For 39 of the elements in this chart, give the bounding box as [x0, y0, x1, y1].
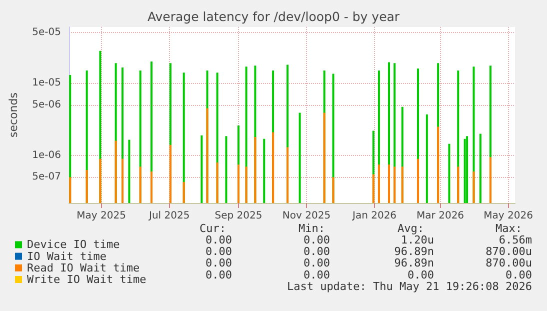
chart-title: Average latency for /dev/loop0 - by year — [147, 9, 400, 24]
text: Max: — [496, 222, 522, 235]
text: Min: — [298, 222, 325, 235]
x-tick-label: Jul 2025 — [148, 210, 190, 222]
text: 6.56m — [498, 234, 532, 246]
y-axis-title: seconds — [7, 92, 20, 138]
y-tick-label: 1e-06 — [32, 150, 61, 161]
legend-label: Device IO time — [27, 238, 120, 252]
text: 0.00 — [206, 234, 232, 246]
text: 0.00 — [206, 256, 232, 270]
legend-label: Write IO Wait time — [27, 273, 146, 286]
text: 0.00 — [206, 245, 232, 258]
x-tick-label: Nov 2025 — [282, 210, 331, 222]
y-tick-label: 5e-05 — [32, 27, 61, 38]
text: 0.00 — [506, 268, 532, 282]
text: 0.00 — [408, 268, 434, 282]
legend-label: IO Wait time — [27, 250, 106, 263]
text: Cur: — [200, 222, 226, 235]
y-tick-label: 5e-07 — [32, 172, 61, 183]
x-tick-label: Sep 2025 — [214, 210, 262, 222]
text: 96.89n — [394, 245, 434, 258]
x-tick-label: May 2026 — [484, 210, 533, 222]
text: Avg: — [398, 222, 424, 235]
text: 1.20u — [400, 234, 434, 246]
y-tick-label: 5e-06 — [32, 99, 61, 110]
text: 0.00 — [304, 234, 330, 246]
x-tick-label: Jan 2026 — [351, 210, 397, 222]
text: 0.00 — [304, 245, 330, 258]
x-tick-label: May 2025 — [76, 210, 126, 222]
text: 870.00u — [486, 256, 532, 270]
text: 0.00 — [206, 268, 232, 282]
text: 0.00 — [304, 268, 330, 282]
y-tick-label: 1e-05 — [32, 78, 61, 89]
text: 96.89n — [394, 256, 434, 270]
legend-label: Read IO Wait time — [27, 261, 140, 274]
x-tick-label: Mar 2026 — [416, 210, 464, 222]
text: Last update: Thu May 21 19:26:08 2026 — [286, 280, 532, 293]
text: 870.00u — [486, 245, 532, 258]
text: 0.00 — [304, 256, 330, 270]
